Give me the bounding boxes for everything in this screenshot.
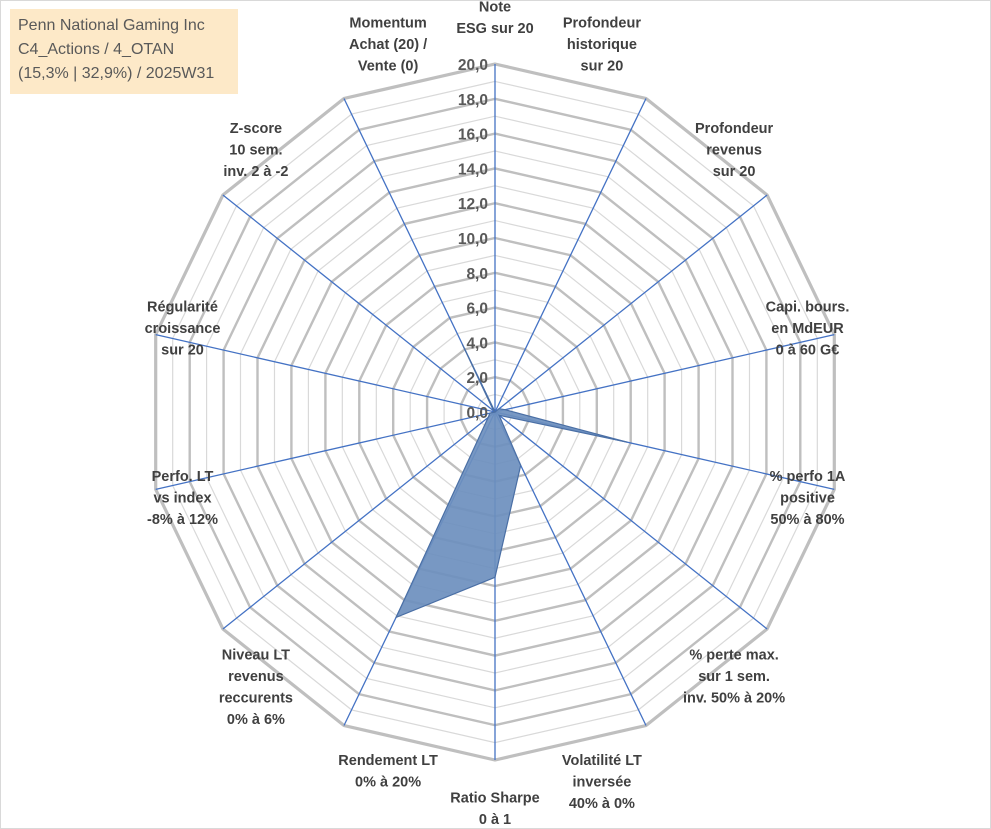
axis-label-line: positive (780, 490, 835, 506)
title-line-3: (15,3% | 32,9%) / 2025W31 (18, 65, 215, 82)
axis-label: Note ESG sur 20 (456, 0, 533, 37)
title-line-2: C4_Actions / 4_OTAN (18, 41, 175, 58)
axis-label-line: Z-score (230, 121, 282, 137)
axis-label: % perte max. sur 1 sem. inv. 50% à 20% (683, 647, 785, 706)
tick-label: 2,0 (466, 370, 488, 387)
axis-label-line: % perfo 1A (770, 469, 846, 485)
axis-label-line: en MdEUR (771, 321, 844, 337)
axis-label-line: 50% à 80% (770, 512, 844, 528)
axis-label-line: % perte max. (689, 647, 778, 663)
axis-label-line: Volatilité LT (562, 753, 642, 769)
axis-label-line: Achat (20) / (349, 37, 427, 53)
axis-label-line: Vente (0) (358, 59, 419, 75)
axis-label-line: ESG sur 20 (456, 21, 533, 37)
axis-label-line: -8% à 12% (147, 512, 218, 528)
axis-label-line: Rendement LT (338, 753, 438, 769)
axis-spoke (494, 194, 768, 413)
axis-spoke (222, 194, 496, 413)
tick-label: 8,0 (466, 266, 488, 283)
axis-spoke (494, 98, 647, 413)
tick-label: 20,0 (458, 57, 488, 74)
tick-label: 16,0 (458, 127, 488, 144)
axis-label-line: Momentum (349, 16, 426, 32)
tick-label: 4,0 (466, 335, 488, 352)
axis-label-line: Perfo. LT (152, 469, 214, 485)
axis-label: Momentum Achat (20) / Vente (0) (349, 16, 427, 75)
axis-label-line: Régularité (147, 300, 218, 316)
axis-spoke (494, 411, 768, 630)
axis-label-line: sur 20 (161, 343, 204, 359)
axis-label-line: Profondeur (563, 16, 641, 32)
axis-label: Niveau LT revenus reccurents 0% à 6% (219, 647, 293, 728)
axis-label-line: 0 à 1 (479, 812, 511, 828)
axis-label: Capi. bours. en MdEUR 0 à 60 G€ (766, 300, 850, 359)
axis-label-line: sur 20 (713, 164, 756, 180)
axis-label-line: Note (479, 0, 511, 16)
tick-label: 12,0 (458, 196, 488, 213)
axis-label-line: sur 1 sem. (698, 669, 770, 685)
axis-label: Profondeur revenus sur 20 (695, 121, 773, 180)
axis-label-line: Capi. bours. (766, 300, 850, 316)
axis-label-line: 0 à 60 G€ (776, 343, 840, 359)
axis-label-line: vs index (153, 490, 211, 506)
axis-spoke (155, 333, 496, 413)
axis-spoke (222, 411, 496, 630)
series-area (394, 344, 628, 619)
axis-labels: Note ESG sur 20 Profondeur historique sur 20… (145, 0, 850, 828)
axis-spokes (155, 64, 835, 760)
axis-label-line: 0% à 6% (227, 712, 285, 728)
axis-label: Ratio Sharpe 0 à 1 (450, 791, 539, 829)
axis-label-line: 10 sem. (229, 143, 282, 159)
axis-label-line: 0% à 20% (355, 774, 421, 790)
axis-label: Z-score 10 sem. inv. 2 à -2 (223, 121, 288, 180)
axis-spoke (494, 333, 835, 413)
radial-tick-labels: 0,0 2,0 4,0 6,0 8,0 10,0 12,0 14,0 16,0 18,0 20,0 (458, 57, 488, 422)
axis-label-line: revenus (228, 669, 284, 685)
axis-label-line: revenus (706, 143, 762, 159)
axis-label-line: inversée (572, 774, 631, 790)
axis-label: Profondeur historique sur 20 (563, 16, 641, 75)
chart-title-box: Penn National Gaming Inc C4_Actions / 4_… (10, 9, 238, 94)
axis-spoke (155, 411, 496, 491)
tick-label: 10,0 (458, 231, 488, 248)
axis-label: Volatilité LT inversée 40% à 0% (562, 753, 642, 812)
axis-label-line: inv. 2 à -2 (223, 164, 288, 180)
axis-label-line: inv. 50% à 20% (683, 690, 785, 706)
tick-label: 18,0 (458, 92, 488, 109)
data-series (394, 344, 628, 619)
axis-label: % perfo 1A positive 50% à 80% (770, 469, 846, 528)
title-line-1: Penn National Gaming Inc (18, 17, 205, 34)
tick-label: 14,0 (458, 161, 488, 178)
axis-label: Régularité croissance sur 20 (145, 300, 221, 359)
axis-label-line: 40% à 0% (569, 796, 635, 812)
tick-label: 6,0 (466, 301, 488, 318)
axis-label-line: Profondeur (695, 121, 773, 137)
axis-label: Rendement LT 0% à 20% (338, 753, 438, 791)
axis-label-line: historique (567, 37, 637, 53)
axis-label-line: Ratio Sharpe (450, 791, 539, 807)
tick-label: 0,0 (466, 405, 488, 422)
axis-label-line: Niveau LT (222, 647, 290, 663)
axis-label-line: sur 20 (581, 59, 624, 75)
axis-label: Perfo. LT vs index -8% à 12% (147, 469, 218, 528)
axis-label-line: reccurents (219, 690, 293, 706)
axis-label-line: croissance (145, 321, 221, 337)
